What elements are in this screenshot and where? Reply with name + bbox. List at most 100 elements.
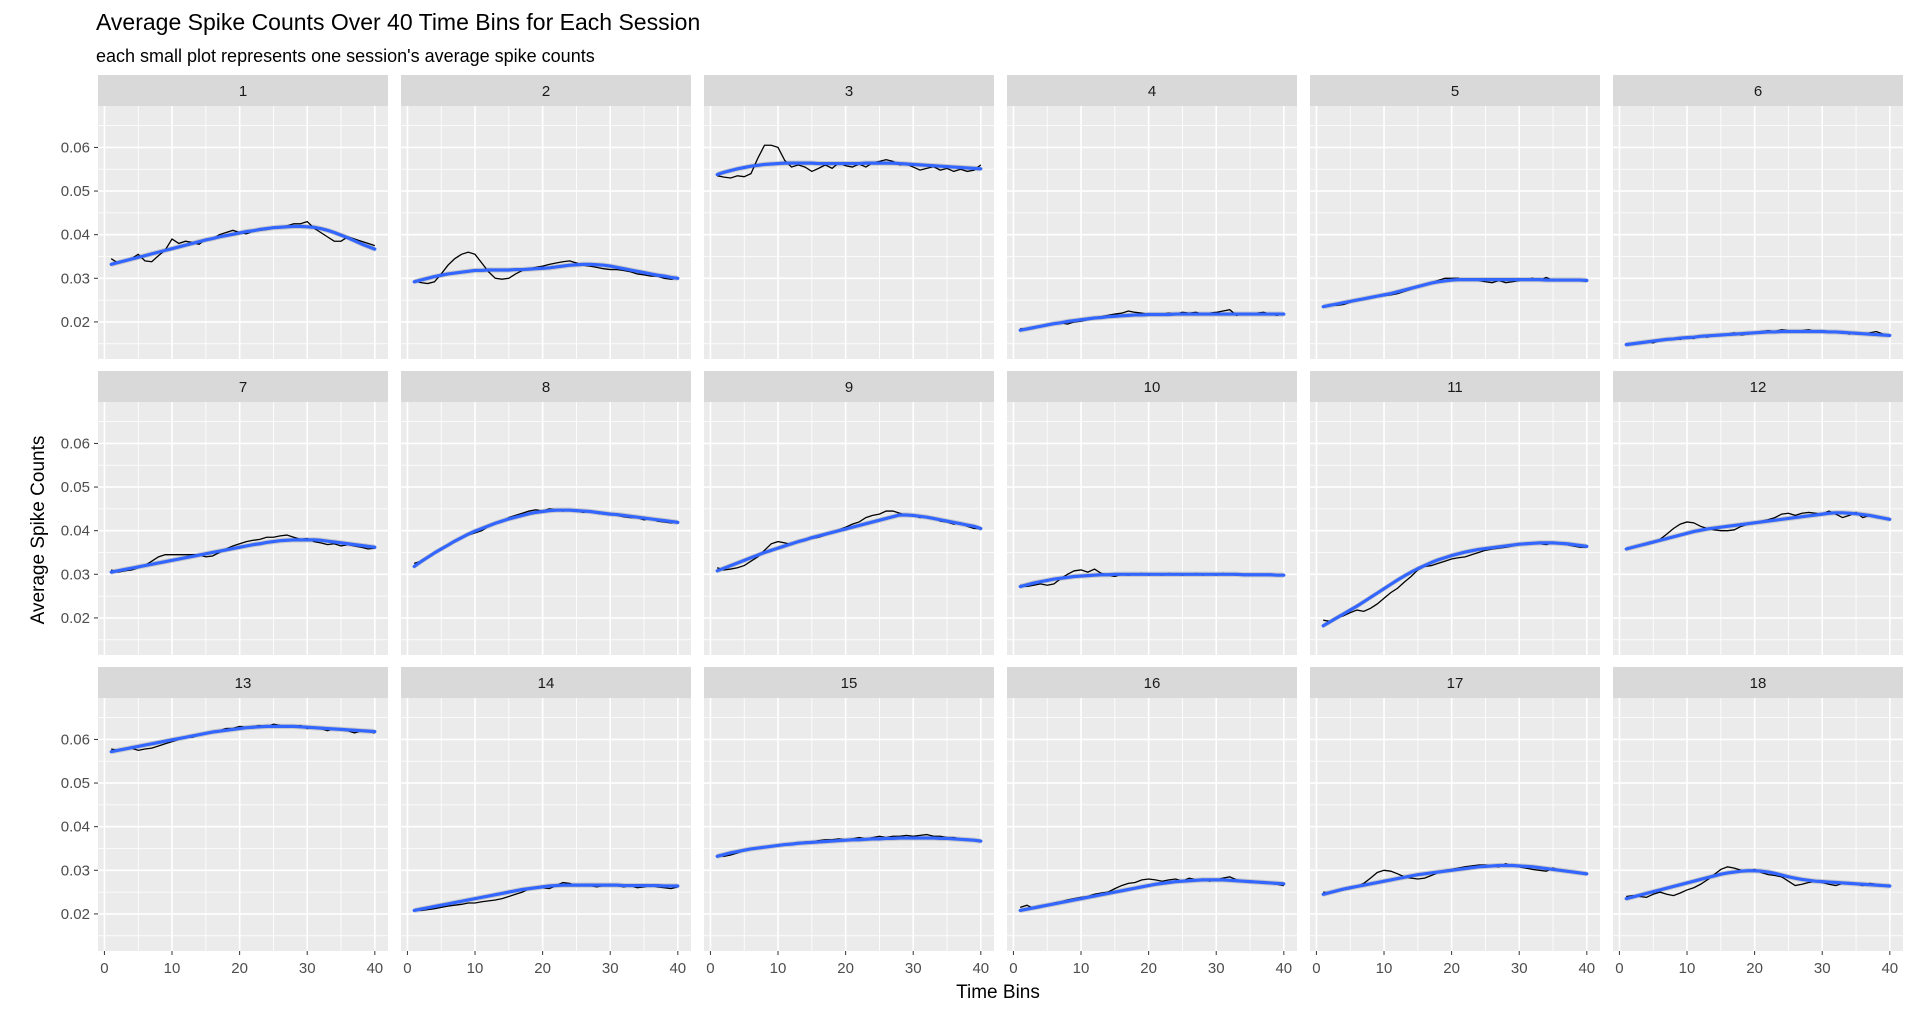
facet-panel: 11 [1310, 371, 1600, 655]
x-tick-label: 30 [1814, 960, 1831, 977]
y-tick-label: 0.03 [61, 270, 90, 287]
x-tick-label: 40 [669, 960, 686, 977]
facet-strip [1613, 75, 1903, 106]
panel-background [704, 106, 994, 359]
facet-strip-label: 12 [1750, 379, 1767, 396]
facet-panels: 1 0.02 0.03 0.04 0.05 0.06 2 3 4 5 6 7 0.02 0.03 0.04 0… [61, 75, 1903, 977]
y-tick-label: 0.06 [61, 731, 90, 748]
smooth-series-line [1018, 312, 1286, 332]
y-tick-label: 0.02 [61, 906, 90, 923]
smooth-series-line [412, 508, 680, 569]
x-tick-label: 10 [467, 960, 484, 977]
confidence-band [111, 537, 375, 575]
facet-strip-label: 5 [1451, 83, 1459, 100]
facet-strip-label: 14 [538, 675, 555, 692]
smooth-series-line [109, 724, 377, 754]
panel-background [401, 698, 691, 951]
x-tick-label: 20 [1443, 960, 1460, 977]
x-tick-label: 0 [1009, 960, 1017, 977]
panel-background [401, 106, 691, 359]
smooth-series-line [1624, 869, 1892, 901]
x-tick-label: 30 [1208, 960, 1225, 977]
smooth-series-line [1321, 863, 1589, 896]
panel-background [98, 698, 388, 951]
facet-panel: 17 0 10 20 30 40 [1310, 667, 1600, 977]
x-tick-label: 20 [231, 960, 248, 977]
panel-background [1310, 106, 1600, 359]
y-tick-label: 0.02 [61, 610, 90, 627]
facet-strip-label: 13 [235, 675, 252, 692]
facet-strip-label: 7 [239, 379, 247, 396]
x-tick-label: 30 [905, 960, 922, 977]
smooth-series-line [109, 224, 377, 266]
x-tick-label: 40 [366, 960, 383, 977]
panel-background [704, 698, 994, 951]
facet-panel: 12 [1613, 371, 1903, 655]
smooth-series-line [715, 513, 983, 573]
x-tick-label: 30 [299, 960, 316, 977]
facet-strip [1613, 667, 1903, 698]
x-tick-label: 40 [1275, 960, 1292, 977]
panel-background [1613, 106, 1903, 359]
facet-strip-label: 4 [1148, 83, 1156, 100]
facet-strip [704, 371, 994, 402]
facet-strip-label: 9 [845, 379, 853, 396]
facet-panel: 10 [1007, 371, 1297, 655]
panel-background [401, 402, 691, 655]
confidence-band [1020, 311, 1284, 333]
facet-strip [1007, 667, 1297, 698]
x-axis-label: Time Bins [956, 982, 1040, 1003]
panel-background [1613, 698, 1903, 951]
panel-background [1310, 402, 1600, 655]
facet-panel: 3 [704, 75, 994, 359]
facet-panel: 5 [1310, 75, 1600, 359]
facet-strip [1310, 75, 1600, 106]
facet-strip [401, 371, 691, 402]
panel-background [1310, 698, 1600, 951]
panel-background [1613, 402, 1903, 655]
facet-strip [98, 667, 388, 698]
x-tick-label: 0 [403, 960, 411, 977]
smooth-series-line [1018, 878, 1286, 913]
facet-strip [1007, 371, 1297, 402]
facet-strip [704, 75, 994, 106]
y-tick-label: 0.05 [61, 479, 90, 496]
facet-strip [1310, 371, 1600, 402]
panel-background [1007, 106, 1297, 359]
facet-strip [1310, 667, 1600, 698]
x-tick-label: 30 [1511, 960, 1528, 977]
facet-panel: 7 0.02 0.03 0.04 0.05 0.06 [61, 371, 388, 655]
y-tick-label: 0.04 [61, 523, 90, 540]
facet-strip-label: 1 [239, 83, 247, 100]
facet-strip-label: 10 [1144, 379, 1161, 396]
x-tick-label: 0 [1615, 960, 1623, 977]
y-tick-label: 0.03 [61, 862, 90, 879]
facet-panel: 14 0 10 20 30 40 [401, 667, 691, 977]
facet-panel: 2 [401, 75, 691, 359]
smooth-series-line [715, 836, 983, 858]
facet-panel: 6 [1613, 75, 1903, 359]
raw-series-line [413, 251, 678, 285]
chart-title: Average Spike Counts Over 40 Time Bins f… [96, 9, 700, 35]
facet-strip-label: 15 [841, 675, 858, 692]
smooth-series-line [1321, 278, 1589, 309]
raw-series-line [717, 144, 982, 179]
x-tick-label: 10 [1376, 960, 1393, 977]
x-tick-label: 10 [1679, 960, 1696, 977]
x-tick-label: 20 [534, 960, 551, 977]
x-tick-label: 20 [837, 960, 854, 977]
panel-background [1007, 698, 1297, 951]
facet-panel: 16 0 10 20 30 40 [1007, 667, 1297, 977]
facet-strip [98, 75, 388, 106]
x-tick-label: 10 [164, 960, 181, 977]
smooth-series-line [412, 883, 680, 913]
raw-series-line [110, 534, 375, 573]
y-tick-label: 0.05 [61, 183, 90, 200]
facet-panel: 15 0 10 20 30 40 [704, 667, 994, 977]
x-tick-label: 0 [706, 960, 714, 977]
facet-strip [1613, 371, 1903, 402]
smooth-series-line [412, 262, 680, 284]
facet-strip [98, 371, 388, 402]
x-tick-label: 30 [602, 960, 619, 977]
